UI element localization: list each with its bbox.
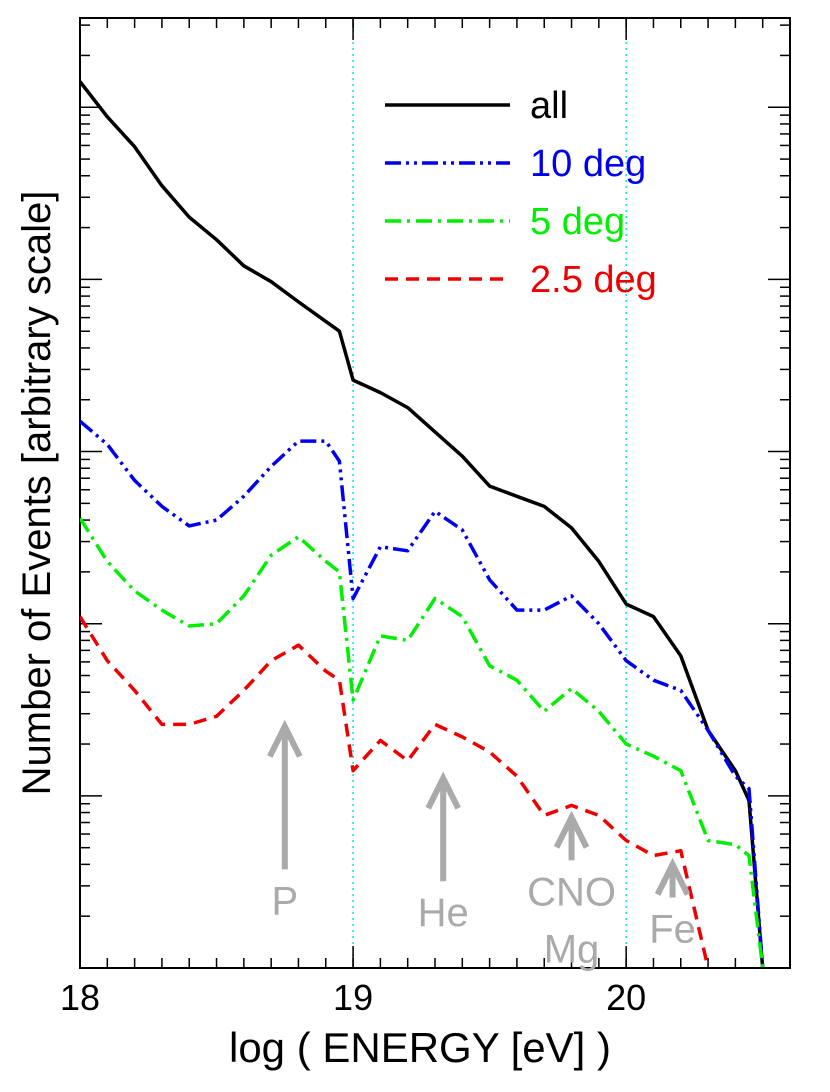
annotation-arrowhead — [425, 771, 461, 810]
x-tick-label: 18 — [60, 977, 100, 1018]
x-tick-label: 19 — [333, 977, 373, 1018]
annotation-label: P — [271, 879, 298, 923]
annotation-arrowhead — [267, 719, 303, 758]
legend-label: all — [530, 85, 568, 127]
series-line — [80, 80, 765, 968]
annotation-label: CNO — [527, 870, 616, 914]
y-axis-label: Number of Events [arbitrary scale] — [15, 191, 59, 796]
legend-label: 5 deg — [530, 201, 625, 243]
x-axis-label: log ( ENERGY [eV] ) — [229, 1024, 611, 1071]
legend-label: 2.5 deg — [530, 259, 657, 301]
x-tick-label: 20 — [606, 977, 646, 1018]
plot-frame — [79, 17, 791, 969]
series-line — [80, 615, 710, 968]
annotation-arrowhead — [553, 810, 590, 849]
legend-label: 10 deg — [530, 143, 646, 185]
series-line — [80, 517, 765, 968]
annotation-label: Mg — [544, 927, 600, 971]
series-line — [80, 419, 765, 968]
annotation-arrowhead — [654, 857, 691, 896]
annotation-label: He — [418, 891, 469, 935]
annotation-label: Fe — [649, 908, 696, 952]
